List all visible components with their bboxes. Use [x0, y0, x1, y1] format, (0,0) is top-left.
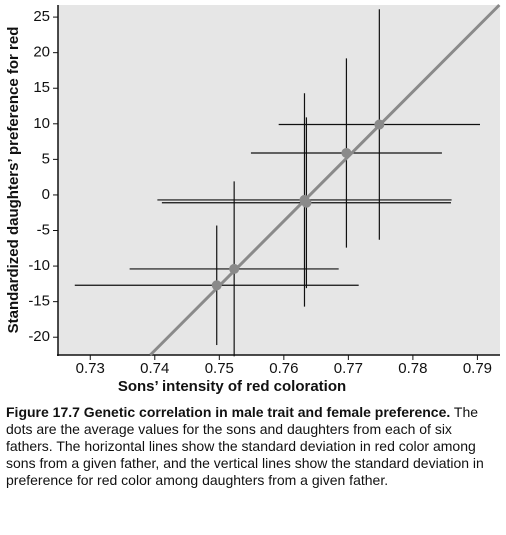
fit-line [149, 3, 501, 357]
point [301, 197, 312, 208]
y-tick-label: 20 [33, 44, 50, 61]
y-tick-label: 15 [33, 79, 50, 96]
x-tick-label: 0.76 [269, 360, 298, 377]
x-tick-label: 0.75 [205, 360, 234, 377]
caption: Figure 17.7 Genetic correlation in male … [6, 404, 500, 489]
x-tick-label: 0.79 [463, 360, 492, 377]
y-tick-label: -20 [28, 328, 50, 345]
caption-title: Figure 17.7 Genetic correlation in male … [6, 404, 451, 420]
chart: Sons’ intensity of red coloration Standa… [5, 3, 501, 395]
y-tick-label: 0 [42, 186, 50, 203]
point [229, 263, 240, 274]
point [211, 280, 222, 291]
y-tick-label: 5 [42, 150, 50, 167]
x-tick-label: 0.78 [398, 360, 427, 377]
y-tick-label: -15 [28, 293, 50, 310]
y-tick-label: -10 [28, 257, 50, 274]
y-axis-label: Standardized daughters’ preference for r… [5, 27, 22, 334]
x-tick-label: 0.74 [140, 360, 169, 377]
caption-body: The dots are the average values for the … [6, 404, 484, 488]
x-axis-label: Sons’ intensity of red coloration [118, 378, 346, 395]
y-tick-label: 10 [33, 115, 50, 132]
y-tick-label: 25 [33, 8, 50, 25]
x-tick-label: 0.73 [76, 360, 105, 377]
x-tick-label: 0.77 [334, 360, 363, 377]
point [341, 147, 352, 158]
y-tick-label: -5 [37, 221, 50, 238]
point [374, 119, 385, 130]
plot-background [58, 5, 500, 355]
